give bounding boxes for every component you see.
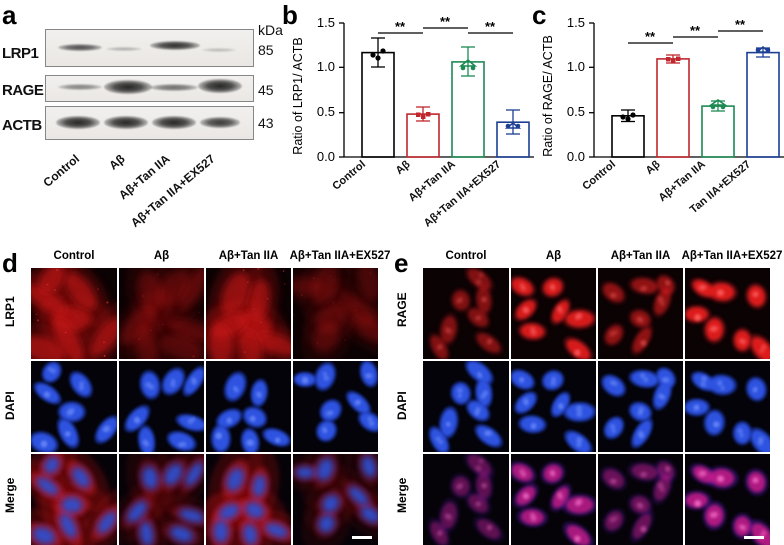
svg-text:0.0: 0.0 [317,149,335,164]
svg-text:**: ** [395,19,406,34]
svg-text:1.0: 1.0 [567,59,585,74]
svg-text:**: ** [485,19,496,34]
svg-text:Ratio of RAGE/ ACTB: Ratio of RAGE/ ACTB [541,35,555,157]
svg-text:**: ** [645,29,656,44]
svg-text:0.5: 0.5 [317,104,335,119]
svg-text:1.5: 1.5 [317,15,335,30]
svg-text:1.5: 1.5 [567,15,585,30]
svg-text:**: ** [735,17,746,32]
svg-text:**: ** [440,14,451,29]
svg-text:Ratio of LRP1/ ACTB: Ratio of LRP1/ ACTB [291,37,305,154]
svg-text:1.0: 1.0 [317,59,335,74]
svg-text:0.0: 0.0 [567,149,585,164]
svg-text:0.5: 0.5 [567,104,585,119]
svg-text:**: ** [690,23,701,38]
